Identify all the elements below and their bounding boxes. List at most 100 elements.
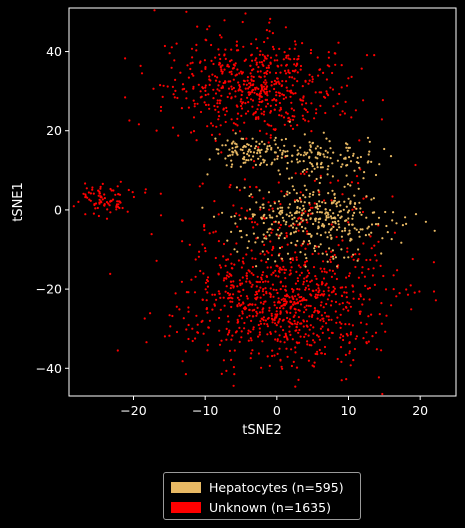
hepatocyte-point [337, 220, 340, 223]
unknown-point [214, 56, 217, 59]
unknown-point [305, 320, 309, 323]
unknown-point [132, 195, 135, 199]
unknown-point [200, 70, 203, 73]
unknown-point [338, 92, 341, 96]
hepatocyte-point [321, 252, 324, 255]
hepatocyte-point [325, 253, 329, 256]
unknown-point [307, 304, 310, 307]
unknown-point [159, 109, 162, 112]
unknown-point [257, 117, 260, 120]
hepatocyte-point [259, 155, 262, 158]
unknown-point [252, 75, 255, 79]
hepatocyte-point [316, 232, 319, 235]
unknown-point [282, 97, 285, 100]
unknown-point [333, 287, 336, 290]
unknown-point [306, 340, 309, 343]
unknown-point [257, 116, 260, 119]
unknown-point [217, 84, 220, 87]
hepatocyte-point [248, 194, 251, 198]
unknown-point [261, 340, 264, 343]
hepatocyte-point [344, 156, 347, 159]
unknown-point [220, 86, 223, 90]
unknown-point [268, 71, 272, 74]
unknown-point [265, 250, 268, 253]
hepatocyte-point [293, 231, 296, 234]
unknown-point [139, 64, 142, 67]
hepatocyte-point [274, 260, 277, 263]
unknown-point [345, 306, 348, 309]
unknown-point [391, 195, 394, 198]
unknown-point [174, 292, 177, 295]
unknown-point [249, 72, 252, 75]
unknown-point [218, 343, 222, 346]
unknown-point [222, 279, 225, 282]
hepatocyte-point [370, 198, 373, 201]
hepatocyte-point [234, 132, 237, 135]
unknown-point [222, 359, 225, 362]
unknown-point [341, 239, 344, 242]
unknown-point [292, 118, 295, 121]
unknown-point [192, 74, 195, 77]
unknown-point [227, 320, 230, 323]
unknown-point [235, 40, 238, 43]
unknown-point [121, 206, 124, 210]
unknown-point [316, 350, 319, 353]
unknown-point [344, 353, 347, 356]
hepatocyte-point [353, 194, 356, 197]
unknown-point [234, 90, 237, 93]
hepatocyte-point [288, 203, 291, 206]
unknown-point [222, 108, 225, 111]
unknown-point [238, 72, 241, 75]
unknown-point [223, 54, 226, 57]
hepatocyte-point [332, 212, 335, 215]
unknown-point [266, 333, 269, 336]
hepatocyte-point [224, 157, 227, 160]
hepatocyte-point [362, 177, 365, 180]
hepatocyte-point [357, 248, 360, 251]
hepatocyte-point [236, 145, 239, 148]
unknown-point [275, 91, 278, 94]
unknown-point [243, 121, 246, 124]
unknown-point [240, 317, 243, 320]
unknown-point [358, 312, 362, 315]
unknown-point [223, 68, 226, 71]
unknown-point [213, 303, 216, 306]
unknown-point [260, 61, 263, 64]
hepatocyte-point [276, 228, 280, 231]
unknown-point [314, 275, 317, 278]
unknown-point [270, 273, 273, 276]
hepatocyte-point [318, 205, 321, 208]
hepatocyte-point [312, 222, 315, 226]
unknown-point [375, 259, 378, 262]
hepatocyte-point [246, 143, 249, 146]
unknown-point [255, 314, 258, 317]
unknown-point [285, 56, 288, 59]
hepatocyte-point [299, 251, 302, 254]
hepatocyte-point [336, 159, 339, 162]
unknown-point [173, 59, 176, 62]
unknown-point [256, 47, 259, 50]
unknown-point [238, 290, 241, 293]
unknown-point [219, 266, 222, 269]
hepatocyte-point [263, 237, 266, 240]
unknown-point [316, 334, 319, 337]
hepatocyte-point [265, 163, 268, 166]
hepatocyte-point [326, 168, 329, 171]
unknown-point [195, 139, 198, 142]
unknown-point [184, 373, 187, 376]
unknown-point [199, 90, 202, 93]
hepatocyte-point [351, 217, 354, 220]
unknown-point [201, 319, 204, 322]
hepatocyte-point [389, 155, 393, 158]
hepatocyte-point [253, 213, 256, 216]
hepatocyte-point [269, 204, 272, 207]
unknown-point [310, 130, 313, 133]
unknown-point [361, 303, 364, 306]
unknown-point [309, 280, 312, 283]
hepatocyte-point [334, 217, 337, 220]
unknown-point [259, 92, 262, 95]
hepatocyte-point [341, 163, 344, 166]
unknown-point [234, 95, 237, 98]
unknown-point [321, 282, 324, 285]
unknown-point [279, 203, 282, 206]
